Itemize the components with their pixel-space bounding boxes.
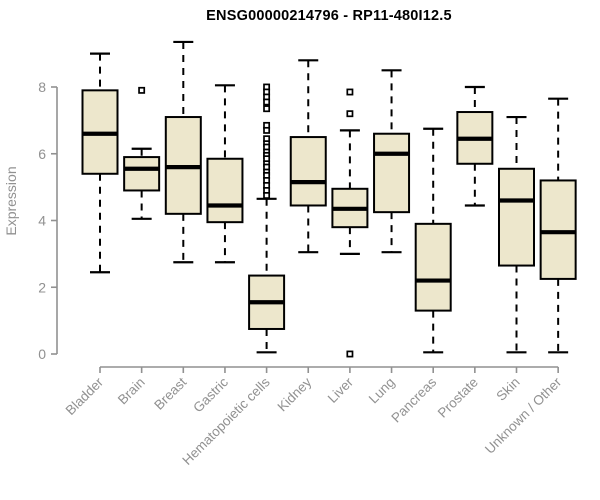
x-tick-label: Unknown / Other (482, 374, 565, 457)
iqr-box (498, 167, 535, 267)
x-tick-label: Prostate (435, 375, 481, 421)
outlier-point (346, 350, 354, 358)
x-tick-label: Bladder (63, 374, 107, 418)
outlier-point (346, 110, 354, 118)
outlier-point (346, 88, 354, 96)
x-tick-label: Pancreas (388, 374, 439, 425)
iqr-box (206, 157, 244, 224)
x-tick-label: Liver (325, 374, 357, 406)
y-tick-label: 6 (38, 146, 46, 162)
x-tick-label: Gastric (190, 374, 231, 415)
iqr-box (289, 136, 327, 207)
y-tick-label: 2 (38, 279, 46, 295)
outlier-point (263, 192, 271, 199)
x-tick-label: Skin (493, 375, 522, 404)
x-tick-label: Brain (115, 375, 148, 408)
x-tick-label: Kidney (275, 374, 315, 414)
x-tick-label: Lung (366, 375, 398, 407)
outlier-point (263, 105, 271, 113)
iqr-box (539, 179, 577, 280)
chart-title: ENSG00000214796 - RP11-480I12.5 (206, 8, 452, 24)
outlier-point (138, 86, 146, 94)
iqr-box (123, 156, 161, 192)
y-tick-label: 0 (38, 346, 46, 362)
y-tick-label: 8 (38, 79, 46, 95)
iqr-box (373, 132, 411, 214)
x-tick-label: Breast (151, 374, 189, 412)
outlier-point (263, 98, 271, 106)
y-tick-label: 4 (38, 213, 46, 229)
outlier-point (263, 126, 271, 134)
iqr-box (414, 222, 452, 312)
